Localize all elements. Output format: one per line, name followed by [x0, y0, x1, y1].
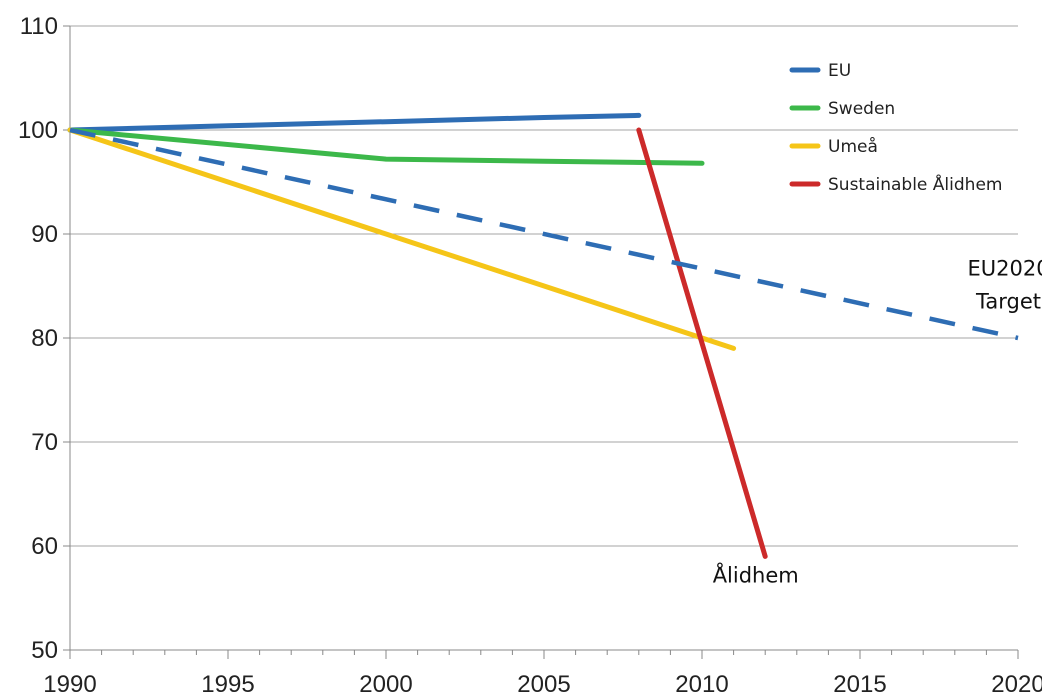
- legend-label-sustainable-lidhem: Sustainable Ålidhem: [828, 173, 1002, 195]
- y-tick-label-100: 100: [18, 117, 58, 144]
- series-line-ume-: [67, 127, 737, 351]
- x-tick-label-1995: 1995: [201, 671, 254, 698]
- annotation-eu2020-line-0: EU2020: [967, 257, 1042, 281]
- x-tick-label-2020: 2020: [991, 671, 1042, 698]
- y-tick-label-110: 110: [20, 13, 58, 40]
- x-tick-label-2005: 2005: [517, 671, 570, 698]
- annotation-alidhem-line-0: Ålidhem: [713, 561, 799, 587]
- legend-label-eu: EU: [828, 61, 851, 81]
- annotation-eu2020-line-1: Target: [975, 290, 1041, 314]
- x-tick-label-1990: 1990: [43, 671, 96, 698]
- y-tick-label-90: 90: [31, 221, 58, 248]
- series-line-target-dashed: [69, 127, 1019, 341]
- y-tick-label-70: 70: [31, 429, 58, 456]
- x-tick-label-2000: 2000: [359, 671, 412, 698]
- x-tick-label-2015: 2015: [833, 671, 886, 698]
- series-line-eu: [67, 112, 642, 133]
- series-line-sweden: [67, 127, 705, 166]
- legend-label-ume-: Umeå: [828, 136, 878, 157]
- y-tick-label-80: 80: [31, 325, 58, 352]
- y-tick-label-50: 50: [31, 637, 58, 664]
- x-tick-label-2010: 2010: [675, 671, 728, 698]
- y-tick-label-60: 60: [31, 533, 58, 560]
- series-line-sustainable-lidhem: [636, 127, 768, 559]
- legend-label-sweden: Sweden: [828, 99, 895, 119]
